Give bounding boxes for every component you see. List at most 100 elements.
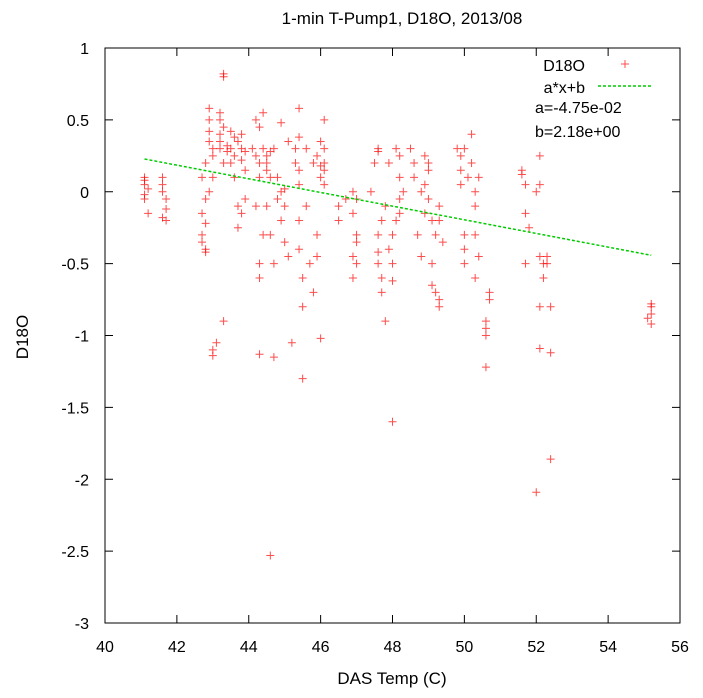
data-point xyxy=(208,144,217,153)
data-point xyxy=(341,194,350,203)
data-point xyxy=(388,230,397,239)
data-point xyxy=(460,245,469,254)
data-point xyxy=(262,202,271,211)
data-point xyxy=(539,274,548,282)
data-point xyxy=(208,351,217,360)
data-point xyxy=(525,223,534,232)
data-point xyxy=(647,299,656,308)
data-point xyxy=(395,209,404,218)
data-point xyxy=(392,144,401,153)
data-point xyxy=(230,173,239,182)
data-point xyxy=(384,245,393,254)
y-tick-label: -0.5 xyxy=(61,257,89,274)
data-point xyxy=(431,288,440,297)
data-point xyxy=(647,320,656,328)
data-point xyxy=(374,248,383,257)
data-point xyxy=(248,144,257,153)
data-point xyxy=(205,127,214,136)
data-point xyxy=(313,230,322,239)
legend: D18O a*x+b xyxy=(543,58,652,97)
data-point xyxy=(219,123,228,132)
data-point xyxy=(431,230,440,239)
data-point xyxy=(241,194,250,203)
data-point xyxy=(420,180,429,189)
legend-plus-marker xyxy=(621,60,629,68)
y-tick-label: -1 xyxy=(75,329,89,346)
data-point xyxy=(201,219,210,228)
data-point xyxy=(316,334,325,343)
data-point xyxy=(298,302,307,311)
data-point xyxy=(481,317,490,326)
data-point xyxy=(302,144,311,153)
data-point xyxy=(255,259,264,268)
data-point xyxy=(162,194,171,203)
data-point xyxy=(377,274,386,282)
data-point xyxy=(298,274,307,282)
data-point xyxy=(309,159,318,167)
data-point xyxy=(546,302,555,311)
data-point xyxy=(255,159,264,167)
data-point xyxy=(485,295,494,304)
data-point xyxy=(255,123,264,132)
data-point xyxy=(471,187,480,196)
data-point xyxy=(255,173,264,182)
data-point xyxy=(352,259,361,268)
data-point xyxy=(226,159,235,167)
data-point xyxy=(295,245,304,254)
data-point xyxy=(377,216,386,225)
data-point xyxy=(255,350,264,359)
data-point xyxy=(241,166,250,175)
data-point xyxy=(277,216,286,225)
data-point xyxy=(352,238,361,247)
data-point xyxy=(205,104,214,113)
data-point xyxy=(428,281,437,290)
data-point xyxy=(291,144,300,153)
data-point xyxy=(251,151,260,160)
data-point xyxy=(521,259,530,268)
data-point xyxy=(647,309,656,318)
data-point xyxy=(201,194,210,203)
data-point xyxy=(269,259,278,268)
data-point xyxy=(377,288,386,297)
data-point xyxy=(374,147,383,156)
data-point xyxy=(395,194,404,203)
data-point xyxy=(262,159,271,167)
data-point xyxy=(438,238,447,247)
data-point xyxy=(266,230,275,239)
data-point xyxy=(277,118,286,127)
data-point xyxy=(255,274,264,282)
x-tick-label: 54 xyxy=(599,639,617,656)
data-point xyxy=(320,180,329,189)
data-point xyxy=(262,151,271,160)
data-point xyxy=(546,455,555,464)
data-point xyxy=(280,238,289,247)
x-tick-label: 44 xyxy=(240,639,258,656)
data-point xyxy=(219,69,228,78)
axis-ticks: 40 42 44 46 48 50 52 54 56 1 0.5 0 -0.5 -1 -1.5 -2 -2.5 -… xyxy=(61,41,689,656)
data-point xyxy=(460,259,469,268)
data-point xyxy=(216,130,224,139)
data-point xyxy=(266,173,275,182)
data-point xyxy=(388,259,397,268)
data-point xyxy=(230,133,239,142)
y-tick-label: 0.5 xyxy=(67,113,89,130)
data-point xyxy=(205,115,214,124)
data-point xyxy=(302,202,311,211)
data-point xyxy=(481,363,490,372)
data-point xyxy=(320,115,329,124)
data-point xyxy=(162,205,171,213)
data-point xyxy=(420,151,429,160)
data-point xyxy=(474,173,483,182)
data-point xyxy=(158,180,167,189)
data-point xyxy=(144,209,153,218)
data-point xyxy=(305,259,314,268)
data-point xyxy=(216,144,224,153)
data-point xyxy=(320,144,329,153)
data-point xyxy=(295,180,304,189)
data-point xyxy=(374,259,383,268)
data-point xyxy=(237,209,246,218)
data-point xyxy=(237,130,246,139)
data-point xyxy=(435,202,444,211)
data-point xyxy=(140,194,149,203)
data-point xyxy=(381,317,390,326)
